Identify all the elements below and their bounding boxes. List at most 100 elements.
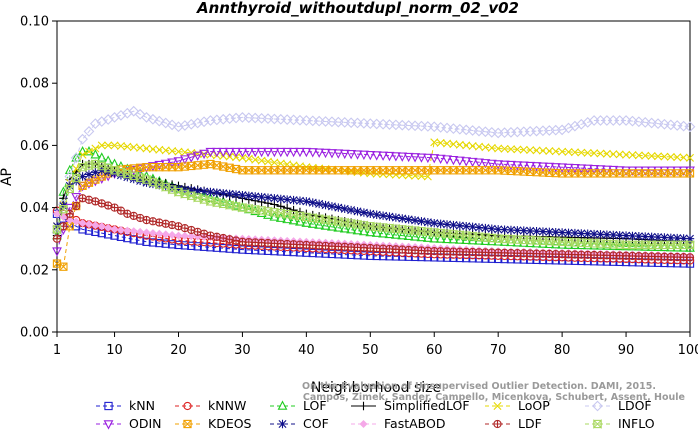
point-LDOF-16 (147, 113, 159, 125)
point-FastABOD-9 (104, 223, 113, 232)
point-INFLO-58 (417, 226, 426, 237)
point-LDOF-66 (467, 125, 478, 136)
point-LoOP-19 (168, 147, 177, 155)
point-FastABOD-12 (123, 226, 132, 235)
point-COF-72 (506, 225, 516, 235)
point-LOF-91 (627, 241, 638, 251)
point-ODIN-82 (569, 164, 580, 174)
point-kNN-21 (180, 241, 190, 250)
y-tick-label: 0.04 (20, 201, 49, 216)
point-ODIN-56 (403, 152, 414, 163)
point-COF-73 (513, 226, 522, 235)
point-ODIN-43 (320, 148, 331, 159)
point-LDOF-99 (678, 120, 689, 132)
point-FastABOD-20 (174, 231, 183, 240)
point-COF-91 (628, 231, 637, 241)
legend-marker-COF (278, 419, 287, 429)
point-COF-48 (353, 207, 362, 216)
point-ODIN-67 (474, 158, 484, 168)
point-LoOP-67 (475, 142, 483, 151)
point-LoOP-79 (551, 147, 560, 156)
point-INFLO-12 (123, 169, 132, 179)
point-kNN-18 (161, 239, 170, 248)
point-COF-82 (570, 228, 580, 238)
legend-marker-LDOF (592, 400, 603, 412)
point-COF-43 (321, 200, 330, 210)
point-LOF-4 (71, 152, 82, 162)
point-kNN-37 (283, 247, 292, 256)
point-COF-16 (148, 179, 158, 189)
point-LDOF-100 (684, 121, 696, 133)
point-LoOP-99 (679, 153, 688, 162)
point-kNN-36 (276, 247, 285, 256)
point-LoOP-16 (148, 145, 157, 154)
point-LDOF-19 (166, 119, 178, 131)
point-COF-67 (474, 223, 484, 232)
point-INFLO-69 (487, 233, 496, 244)
point-COF-90 (621, 231, 631, 240)
point-COF-87 (602, 230, 612, 239)
point-ODIN-60 (429, 154, 440, 164)
point-LOF-59 (422, 232, 433, 242)
point-FastABOD-8 (97, 222, 106, 231)
point-COF-55 (398, 214, 407, 223)
point-ODIN-63 (448, 155, 459, 166)
legend-marker-INFLO (593, 419, 602, 429)
legend: kNN kNNW LOF SimplifiedLOF LoOP LDOF ODIN KDEOS… (96, 398, 655, 431)
point-LDOF-67 (473, 125, 485, 137)
point-FastABOD-11 (116, 225, 125, 235)
x-axis: 1 10 20 30 40 50 60 70 80 90 100 (53, 332, 698, 358)
legend-label: COF (303, 416, 329, 431)
point-COF-79 (551, 227, 560, 237)
point-ODIN-80 (557, 163, 568, 173)
legend-label: FastABOD (384, 416, 446, 431)
point-COF-69 (487, 224, 496, 233)
point-COF-95 (653, 232, 663, 242)
point-FastABOD-7 (91, 221, 100, 230)
point-LoOP-9 (104, 141, 113, 150)
point-kNN-19 (167, 240, 177, 249)
point-INFLO-31 (244, 203, 253, 214)
point-LDOF-82 (569, 120, 581, 132)
series-INFLO (52, 159, 695, 250)
point-LDOF-96 (659, 118, 670, 130)
point-COF-5 (78, 172, 87, 181)
point-FastABOD-16 (148, 229, 157, 238)
point-INFLO-50 (366, 221, 375, 232)
legend-marker-KDEOS (183, 419, 192, 429)
point-FastABOD-14 (136, 227, 145, 236)
point-LDOF-17 (153, 115, 165, 127)
point-kNN-31 (244, 245, 253, 255)
point-ODIN-38 (288, 147, 299, 158)
point-ODIN-3 (64, 203, 75, 214)
y-tick-label: 0.10 (20, 15, 49, 30)
point-kNN-39 (295, 248, 305, 257)
point-ODIN-33 (256, 147, 267, 158)
point-LoOP-100 (686, 153, 694, 162)
point-COF-29 (231, 190, 241, 199)
point-kNN-22 (187, 241, 196, 251)
point-COF-96 (660, 233, 669, 242)
point-LoOP-34 (264, 157, 272, 166)
point-kNN-49 (359, 251, 369, 260)
point-LoOP-22 (187, 148, 196, 157)
point-kNN-28 (225, 244, 234, 253)
point-LDF-15 (142, 215, 151, 225)
point-COF-71 (500, 225, 509, 234)
point-FastABOD-19 (168, 230, 177, 239)
point-INFLO-29 (231, 201, 241, 212)
x-tick-label: 100 (678, 343, 698, 358)
point-LoOP-6 (84, 147, 93, 156)
point-ODIN-25 (205, 147, 216, 158)
point-INFLO-53 (385, 223, 394, 234)
point-ODIN-42 (314, 148, 325, 158)
point-LDOF-64 (454, 123, 466, 135)
point-LDOF-84 (582, 117, 594, 128)
point-kNN-26 (212, 243, 221, 252)
point-ODIN-84 (582, 164, 593, 174)
point-kNN-50 (366, 251, 375, 260)
point-ODIN-64 (454, 156, 465, 166)
y-axis-label: AP (0, 168, 15, 186)
x-tick-label: 80 (554, 343, 571, 358)
